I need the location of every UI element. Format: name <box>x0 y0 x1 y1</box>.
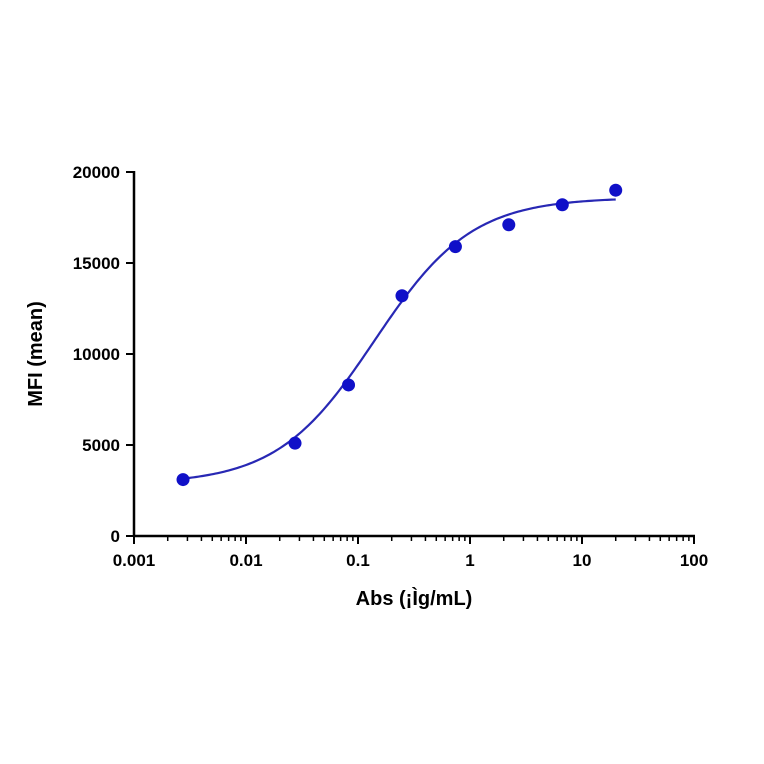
x-tick-label: 0.01 <box>229 551 262 570</box>
y-tick-label: 10000 <box>73 345 120 364</box>
data-point <box>176 473 190 487</box>
y-tick-label: 5000 <box>82 436 120 455</box>
x-tick-label: 1 <box>465 551 474 570</box>
y-tick-label: 15000 <box>73 254 120 273</box>
y-tick-label: 0 <box>111 527 120 546</box>
data-point <box>395 289 409 303</box>
x-tick-label: 100 <box>680 551 708 570</box>
y-axis-title: MFI (mean) <box>25 301 47 407</box>
x-tick-label: 10 <box>573 551 592 570</box>
data-point <box>609 183 623 197</box>
data-points-layer <box>176 183 623 487</box>
data-point <box>448 240 462 254</box>
data-point <box>555 198 569 212</box>
x-tick-label: 0.001 <box>113 551 156 570</box>
x-axis-title: Abs (¡Ìg/mL) <box>356 587 473 610</box>
y-tick-label: 20000 <box>73 163 120 182</box>
x-axis-ticks: 0.001 0.01 0.1 1 10 100 <box>113 536 708 570</box>
data-point <box>502 218 516 232</box>
data-point <box>342 378 356 392</box>
data-point <box>288 436 302 450</box>
fit-curve <box>182 198 616 480</box>
fit-curve-layer <box>182 198 616 480</box>
x-tick-label: 0.1 <box>346 551 370 570</box>
axes <box>132 171 695 538</box>
y-axis-ticks: 0 5000 10000 15000 20000 <box>73 163 134 546</box>
